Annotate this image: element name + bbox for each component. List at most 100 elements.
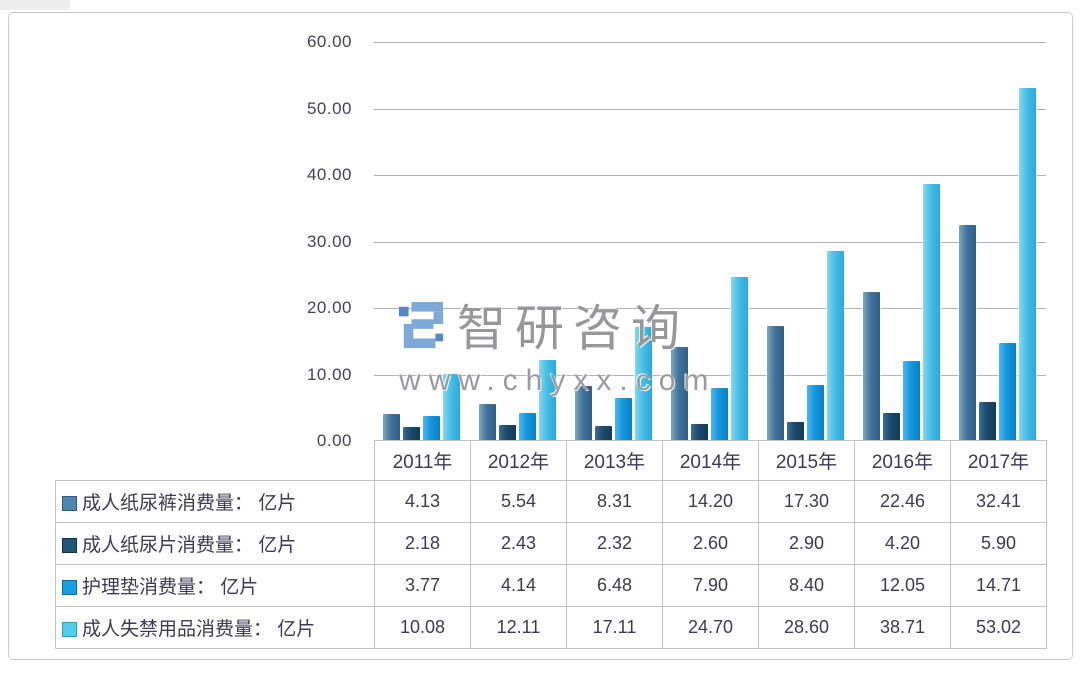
legend-cell-series1: 成人纸尿裤消费量： 亿片 [55,480,375,523]
y-gridline [374,175,1046,176]
watermark-row: 智研咨询 [399,289,716,360]
value-cell: 2.18 [374,522,471,565]
y-axis-tick-label: 10.00 [306,365,352,384]
value-cell: 5.90 [950,522,1047,565]
value-cell: 53.02 [950,606,1047,649]
value-cell: 10.08 [374,606,471,649]
y-axis-tick-label: 50.00 [306,99,352,118]
value-cell: 2.90 [758,522,855,565]
bar-series4-2014年 [731,277,748,441]
bar-series2-2013年 [595,426,612,441]
legend-swatch-series4 [62,622,77,637]
value-cell: 4.14 [470,564,567,607]
value-cell: 4.20 [854,522,951,565]
value-cell: 17.11 [566,606,663,649]
watermark: 智研咨询 www.chyxx.com [399,289,716,398]
table-corner-cell [56,441,375,481]
bar-series4-2017年 [1019,88,1036,441]
bar-series4-2016年 [923,184,940,441]
value-cell: 6.48 [566,564,663,607]
value-cell: 22.46 [854,480,951,523]
bar-series1-2014年 [671,347,688,441]
y-gridline [374,242,1046,243]
bar-series3-2012年 [519,413,536,441]
bar-chart: 智研咨询 www.chyxx.com 60.00 50.00 40.00 30.00 2… [9,13,1072,659]
screenshot-artifact [0,0,70,10]
bar-series4-2011年 [443,374,460,441]
legend-label: 成人纸尿片消费量： 亿片 [82,535,297,556]
value-cell: 5.54 [470,480,567,523]
data-table: 2011年 2012年 2013年 2014年 2015年 2016年 2017年 成人纸尿裤… [55,440,1047,649]
bar-series2-2017年 [979,402,996,441]
value-cell: 7.90 [662,564,759,607]
value-cell: 2.32 [566,522,663,565]
y-axis-tick-label: 60.00 [306,32,352,51]
value-cell: 14.20 [662,480,759,523]
y-gridline [374,375,1046,376]
legend-label: 成人失禁用品消费量： 亿片 [82,619,316,640]
bar-series1-2016年 [863,292,880,441]
year-header-cell: 2012年 [470,440,567,481]
y-axis-tick-label: 30.00 [306,232,352,251]
watermark-brand-text: 智研咨询 [457,302,690,356]
table-row: 成人纸尿片消费量： 亿片 2.18 2.43 2.32 2.60 2.90 4.20 5.90 [55,522,1047,565]
legend-label: 成人纸尿裤消费量： 亿片 [82,493,297,514]
bar-series2-2015年 [787,422,804,441]
bar-series2-2016年 [883,413,900,441]
bar-series2-2012年 [499,425,516,441]
value-cell: 2.60 [662,522,759,565]
y-gridline [374,308,1046,309]
year-header-cell: 2013年 [566,440,663,481]
y-axis-tick-label: 40.00 [306,165,352,184]
table-row: 护理垫消费量： 亿片 3.77 4.14 6.48 7.90 8.40 12.05 14.71 [55,564,1047,607]
table-row: 成人纸尿裤消费量： 亿片 4.13 5.54 8.31 14.20 17.30 22.46 3… [55,480,1047,523]
bar-series2-2014年 [691,424,708,441]
value-cell: 12.11 [470,606,567,649]
bar-series1-2012年 [479,404,496,441]
table-row: 成人失禁用品消费量： 亿片 10.08 12.11 17.11 24.70 28.60 38… [55,606,1047,649]
y-gridline [374,109,1046,110]
bar-series1-2013年 [575,386,592,441]
y-axis-tick-label: 0.00 [316,431,352,450]
value-cell: 8.40 [758,564,855,607]
value-cell: 4.13 [374,480,471,523]
y-axis-tick-label: 20.00 [306,298,352,317]
bar-series4-2012年 [539,360,556,441]
legend-swatch-series1 [62,496,77,511]
bar-series4-2015年 [827,251,844,441]
year-header-cell: 2015年 [758,440,855,481]
value-cell: 14.71 [950,564,1047,607]
legend-swatch-series2 [62,538,77,553]
bar-series1-2015年 [767,326,784,441]
bar-series3-2016年 [903,361,920,441]
value-cell: 2.43 [470,522,567,565]
bar-series4-2013年 [635,327,652,441]
watermark-url-text: www.chyxx.com [399,364,717,397]
value-cell: 38.71 [854,606,951,649]
value-cell: 8.31 [566,480,663,523]
legend-cell-series3: 护理垫消费量： 亿片 [55,564,375,607]
year-header-cell: 2016年 [854,440,951,481]
bar-series1-2017年 [959,225,976,441]
legend-cell-series2: 成人纸尿片消费量： 亿片 [55,522,375,565]
bar-series3-2014年 [711,388,728,441]
value-cell: 12.05 [854,564,951,607]
year-header-cell: 2014年 [662,440,759,481]
bar-series3-2011年 [423,416,440,441]
value-cell: 3.77 [374,564,471,607]
chart-panel: 智研咨询 www.chyxx.com 60.00 50.00 40.00 30.00 2… [8,12,1073,660]
bar-series1-2011年 [383,414,400,441]
bar-series3-2017年 [999,343,1016,441]
value-cell: 17.30 [758,480,855,523]
value-cell: 24.70 [662,606,759,649]
year-header-cell: 2017年 [950,440,1047,481]
year-header-cell: 2011年 [374,440,471,481]
y-gridline [374,42,1046,43]
bar-series3-2015年 [807,385,824,441]
legend-label: 护理垫消费量： 亿片 [82,577,259,598]
chyxx-logo-icon [399,301,444,348]
bar-series3-2013年 [615,398,632,441]
legend-swatch-series3 [62,580,77,595]
value-cell: 28.60 [758,606,855,649]
value-cell: 32.41 [950,480,1047,523]
